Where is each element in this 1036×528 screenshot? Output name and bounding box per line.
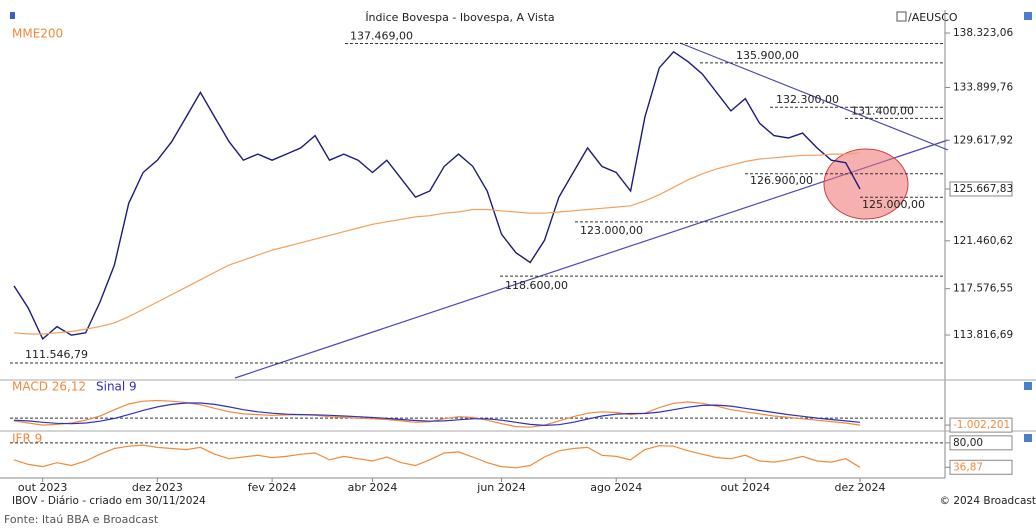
level-label: 132.300,00 bbox=[776, 93, 839, 106]
y-tick-label: 80,00 bbox=[953, 437, 983, 449]
y-tick-label: 133.899,76 bbox=[953, 82, 1013, 94]
legend-mme: MME200 bbox=[12, 27, 63, 41]
panel-icon bbox=[1024, 12, 1032, 20]
current-value-box bbox=[949, 417, 1013, 433]
highlight-circle bbox=[823, 148, 909, 220]
symbol: /AEUSCO bbox=[908, 11, 958, 24]
panel-icon bbox=[1024, 434, 1032, 442]
footer-right: © 2024 Broadcast bbox=[939, 495, 1036, 507]
current-value-box bbox=[949, 435, 1013, 451]
current-value-box bbox=[949, 459, 1013, 475]
price-line bbox=[13, 50, 861, 341]
current-value-box bbox=[949, 181, 1013, 197]
series-line bbox=[13, 444, 861, 469]
x-tick-label: dez 2023 bbox=[132, 481, 183, 494]
x-tick-label: out 2024 bbox=[721, 481, 771, 494]
y-tick-label: 138.323,06 bbox=[953, 27, 1013, 39]
legend-ifr: IFR 9 bbox=[12, 432, 42, 446]
level-label: 137.469,00 bbox=[350, 30, 413, 43]
x-tick-label: jun 2024 bbox=[476, 481, 526, 494]
x-tick-label: fev 2024 bbox=[248, 481, 297, 494]
series-line bbox=[13, 402, 861, 427]
legend-signal: Sinal 9 bbox=[96, 380, 137, 394]
x-tick-label: dez 2024 bbox=[834, 481, 885, 494]
level-label: 125.000,00 bbox=[862, 198, 925, 211]
panel-icon bbox=[1024, 382, 1032, 390]
resistance-trendline bbox=[679, 42, 949, 151]
x-tick-label: ago 2024 bbox=[590, 481, 642, 494]
y-tick-label: 113.816,69 bbox=[953, 329, 1013, 341]
legend-macd: MACD 26,12 bbox=[12, 380, 86, 394]
y-tick-label: 117.576,55 bbox=[953, 283, 1013, 295]
chart-title: Índice Bovespa - Ibovespa, A Vista bbox=[365, 11, 554, 24]
level-label: 131.400,00 bbox=[851, 104, 914, 117]
level-label: 111.546,79 bbox=[25, 348, 88, 361]
y-tick-label: 121.460,62 bbox=[953, 235, 1013, 247]
y-tick-label: 129.617,92 bbox=[953, 134, 1013, 146]
y-tick-label: 125.667,83 bbox=[953, 183, 1013, 195]
y-tick-label: 36,87 bbox=[953, 461, 983, 473]
level-label: 123.000,00 bbox=[580, 224, 643, 237]
footer-left: IBOV - Diário - criado em 30/11/2024 bbox=[12, 495, 206, 507]
y-tick-label: -1.002,201 bbox=[953, 419, 1010, 431]
source: Fonte: Itaú BBA e Broadcast bbox=[4, 513, 159, 526]
marker bbox=[10, 12, 15, 19]
level-label: 135.900,00 bbox=[736, 49, 799, 62]
level-label: 126.900,00 bbox=[750, 174, 813, 187]
series-line bbox=[13, 399, 861, 428]
x-tick-label: out 2023 bbox=[18, 481, 68, 494]
x-tick-label: abr 2024 bbox=[348, 481, 398, 494]
symbol-box bbox=[896, 11, 907, 22]
series-line bbox=[13, 152, 861, 335]
level-label: 118.600,00 bbox=[505, 279, 568, 292]
